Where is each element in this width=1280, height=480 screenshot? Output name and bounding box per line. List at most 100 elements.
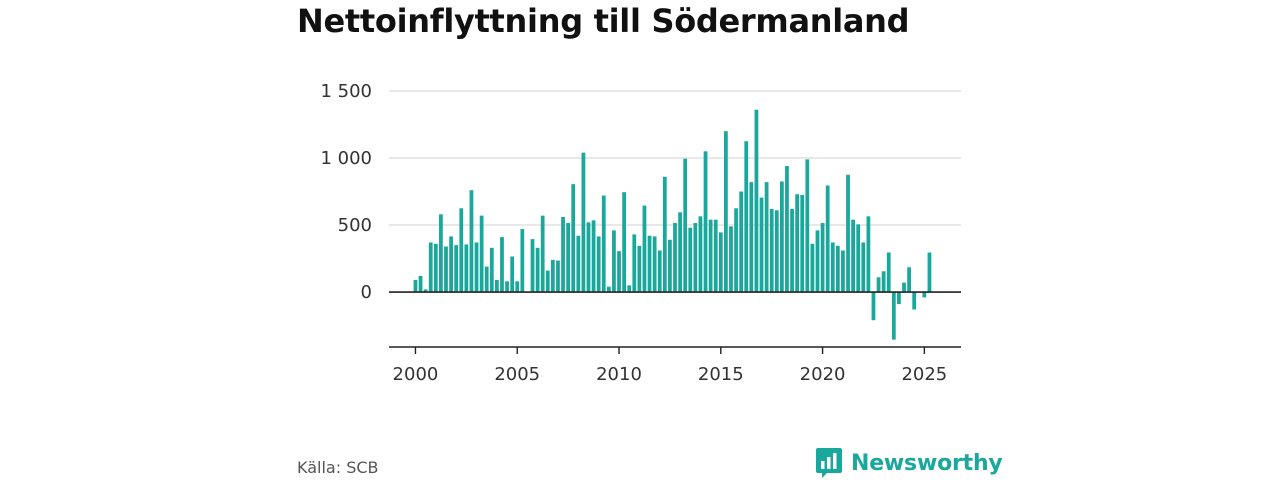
bar <box>673 223 677 293</box>
bar <box>586 222 591 293</box>
bar <box>652 236 657 293</box>
bar <box>897 292 901 305</box>
bar <box>912 292 917 310</box>
bar <box>729 226 733 293</box>
bar <box>622 192 626 293</box>
bar <box>927 252 932 293</box>
bar <box>820 223 825 293</box>
bar <box>759 197 764 293</box>
bar <box>856 224 861 293</box>
bar <box>576 235 581 293</box>
bar <box>703 151 708 293</box>
bar <box>881 271 886 293</box>
bar <box>520 229 525 293</box>
bar <box>871 292 876 321</box>
bar <box>464 244 469 293</box>
brand-name: Newsworthy <box>851 450 1003 476</box>
bar <box>433 243 438 293</box>
y-tick-label: 1 000 <box>320 148 372 169</box>
grid-lines <box>389 90 961 226</box>
bar <box>805 159 810 293</box>
newsworthy-logo-icon <box>816 448 842 478</box>
bar <box>418 275 423 293</box>
bar <box>510 256 515 293</box>
bar <box>642 205 647 293</box>
bar <box>495 279 499 293</box>
bar <box>428 242 433 293</box>
y-tick-label: 500 <box>338 215 372 236</box>
bar <box>902 282 906 293</box>
bar <box>627 285 632 293</box>
bar <box>444 246 448 293</box>
y-tick-label: 1 500 <box>320 81 372 102</box>
bar <box>724 131 728 293</box>
y-tick-label: 0 <box>361 282 372 303</box>
bar <box>790 208 794 293</box>
bar <box>566 223 571 293</box>
bar <box>810 243 815 293</box>
bar <box>530 239 535 293</box>
bar <box>617 251 621 293</box>
bars <box>413 109 932 340</box>
bar <box>825 185 830 293</box>
bar <box>708 219 713 293</box>
bar <box>550 259 555 293</box>
bar <box>606 286 611 293</box>
bar <box>540 215 545 293</box>
bar <box>601 195 606 293</box>
bar <box>637 245 642 293</box>
bar <box>449 236 453 293</box>
bar <box>556 260 560 293</box>
bar <box>693 223 698 293</box>
bar <box>545 270 550 293</box>
bar <box>632 234 637 293</box>
x-tick-label: 2015 <box>698 364 744 385</box>
bar <box>922 292 927 298</box>
x-tick-label: 2005 <box>494 364 540 385</box>
bar <box>454 245 459 293</box>
bar <box>891 292 896 340</box>
bar <box>683 158 688 293</box>
bar <box>754 109 759 293</box>
bar <box>749 182 754 293</box>
x-tick-label: 2025 <box>901 364 947 385</box>
bar <box>846 174 850 293</box>
bar <box>698 216 703 293</box>
bar <box>769 208 774 293</box>
bar <box>489 247 494 293</box>
bar <box>815 230 820 293</box>
bar <box>474 242 479 293</box>
bar <box>484 266 489 293</box>
bar <box>571 184 576 293</box>
bar <box>764 182 769 293</box>
bar <box>479 215 484 293</box>
bar <box>718 232 723 293</box>
bar <box>535 247 540 293</box>
axes <box>389 291 961 354</box>
bar <box>668 239 672 293</box>
bar <box>688 227 693 293</box>
x-tick-label: 2020 <box>800 364 846 385</box>
brand-logo[interactable]: Newsworthy <box>815 447 1003 479</box>
chart-title: Nettoinflyttning till Södermanland <box>297 2 910 40</box>
x-tick-label: 2010 <box>596 364 642 385</box>
bar <box>744 141 749 293</box>
bar <box>851 219 855 293</box>
bar <box>591 220 596 293</box>
source-note: Källa: SCB <box>297 458 379 477</box>
bar <box>439 214 443 293</box>
bar <box>907 267 911 293</box>
bar <box>612 230 616 293</box>
bar <box>835 245 840 293</box>
bar <box>469 190 474 293</box>
x-tick-label: 2000 <box>393 364 439 385</box>
bar <box>413 279 418 293</box>
bar <box>866 216 871 293</box>
bar <box>581 152 586 293</box>
bar <box>500 237 504 293</box>
bar <box>662 176 667 293</box>
bar <box>774 210 779 293</box>
bar <box>886 252 891 293</box>
x-tick-labels: 2000 2005 2010 2015 2020 2025 <box>393 364 948 385</box>
